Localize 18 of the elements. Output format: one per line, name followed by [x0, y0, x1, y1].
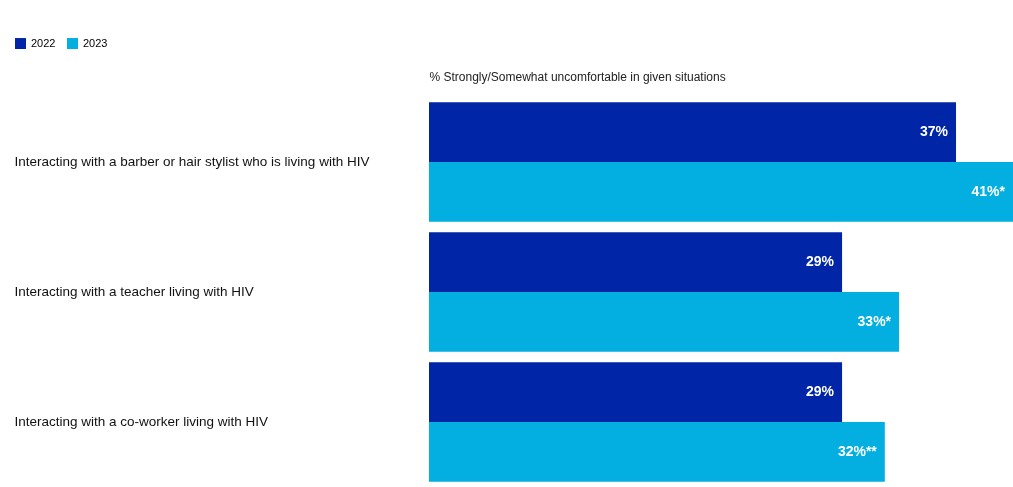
x-axis-title: % Strongly/Somewhat uncomfortable in given situations: [429, 69, 726, 84]
data-label: 29%: [806, 253, 835, 270]
bar: [429, 162, 1013, 222]
data-label: 32%**: [837, 442, 878, 459]
y-tick-label: Interacting with a teacher living with HIV: [14, 284, 254, 299]
bar: [429, 232, 843, 292]
data-label: 29%: [806, 383, 835, 400]
legend-label: 2022: [31, 36, 56, 49]
bar: [429, 362, 843, 422]
legend-label: 2023: [83, 36, 108, 49]
data-label: 37%: [919, 123, 949, 140]
y-tick-label: Interacting with a co-worker living with HIV: [14, 414, 269, 429]
bar: [429, 102, 957, 162]
data-label: 41%*: [971, 182, 1006, 199]
data-label: 33%*: [857, 312, 892, 329]
bar: [429, 292, 900, 352]
y-tick-label: Interacting with a barber or hair stylist who is living with HIV: [14, 154, 370, 169]
bar: [429, 422, 885, 482]
